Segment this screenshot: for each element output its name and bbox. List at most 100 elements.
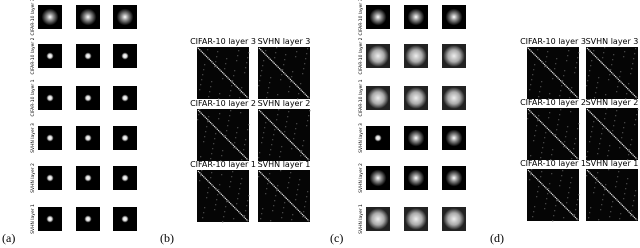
matrix-noise — [215, 133, 217, 135]
matrix-noise — [292, 71, 294, 73]
matrix-noise — [218, 98, 220, 100]
matrix-title: CIFAR-10 layer 1 — [520, 159, 586, 168]
matrix-noise — [560, 109, 562, 111]
matrix-noise — [248, 124, 250, 126]
matrix-noise — [570, 92, 572, 94]
matrix-noise — [602, 199, 604, 201]
matrix-noise — [588, 217, 590, 219]
matrix-noise — [211, 153, 213, 155]
matrix-noise — [210, 158, 212, 160]
row-label: SVHN layer 3 — [358, 123, 364, 153]
matrix-diagonal — [258, 47, 310, 99]
matrix-noise — [199, 109, 201, 111]
panel-label: (d) — [490, 231, 504, 245]
matrix-noise — [206, 126, 208, 128]
matrix-noise — [597, 82, 599, 84]
matrix-noise — [531, 169, 533, 171]
matrix-noise — [529, 89, 531, 91]
matrix-noise — [199, 89, 201, 91]
matrix-noise — [619, 76, 621, 78]
filter-spot — [442, 166, 466, 190]
matrix-noise — [224, 211, 226, 213]
matrix-noise — [559, 114, 561, 116]
matrix-noise — [599, 143, 601, 145]
matrix-noise — [246, 205, 248, 207]
matrix-noise — [233, 218, 235, 220]
matrix-noise — [205, 131, 207, 133]
matrix-noise — [284, 59, 286, 61]
matrix-noise — [229, 95, 231, 97]
matrix-noise — [285, 197, 287, 199]
matrix-noise — [240, 92, 242, 94]
matrix-noise — [547, 51, 549, 53]
matrix-noise — [587, 151, 589, 153]
matrix-noise — [595, 92, 597, 94]
matrix-noise — [281, 217, 283, 219]
matrix-noise — [619, 147, 621, 149]
matrix-noise — [590, 207, 592, 209]
matrix-noise — [567, 197, 569, 199]
matrix-noise — [598, 219, 600, 221]
matrix-noise — [229, 186, 231, 188]
matrix-noise — [270, 149, 272, 151]
matrix-noise — [213, 143, 215, 145]
filter-spot — [442, 5, 466, 29]
filter-spot — [366, 5, 390, 29]
matrix-noise — [537, 49, 539, 51]
matrix-noise — [623, 127, 625, 129]
matrix-noise — [634, 195, 636, 197]
matrix-noise — [564, 141, 566, 143]
matrix-noise — [259, 80, 261, 82]
matrix-noise — [290, 172, 292, 174]
matrix-noise — [575, 209, 577, 211]
matrix-noise — [303, 211, 305, 213]
matrix-noise — [306, 53, 308, 55]
matrix-noise — [233, 147, 235, 149]
matrix-noise — [290, 81, 292, 83]
filter-spot — [442, 126, 466, 150]
matrix-noise — [226, 130, 228, 132]
matrix-noise — [260, 218, 262, 220]
matrix-noise — [588, 75, 590, 77]
matrix-noise — [219, 93, 221, 95]
matrix-noise — [620, 213, 622, 215]
matrix-noise — [272, 210, 274, 212]
panel-label: (c) — [330, 231, 343, 245]
matrix-noise — [218, 118, 220, 120]
matrix-noise — [534, 64, 536, 66]
row-label: SVHN layer 2 — [30, 163, 36, 193]
matrix-noise — [260, 75, 262, 77]
matrix-noise — [241, 178, 243, 180]
matrix-noise — [602, 57, 604, 59]
matrix-noise — [210, 86, 212, 88]
matrix-noise — [578, 194, 580, 196]
matrix-noise — [624, 193, 626, 195]
matrix-noise — [530, 84, 532, 86]
matrix-noise — [199, 180, 201, 182]
matrix-noise — [207, 192, 209, 194]
matrix-noise — [276, 190, 278, 192]
matrix-title: SVHN layer 3 — [586, 37, 639, 46]
matrix-noise — [529, 179, 531, 181]
matrix-noise — [309, 110, 311, 112]
filter-spot — [404, 207, 428, 231]
matrix-noise — [248, 195, 250, 197]
matrix-noise — [280, 79, 282, 81]
matrix-noise — [636, 114, 638, 116]
matrix-noise — [530, 155, 532, 157]
matrix-noise — [562, 170, 564, 172]
matrix-noise — [556, 58, 558, 60]
matrix-noise — [274, 129, 276, 131]
matrix-noise — [575, 67, 577, 69]
matrix-noise — [208, 187, 210, 189]
matrix-noise — [263, 132, 265, 134]
matrix-noise — [230, 181, 232, 183]
matrix-noise — [604, 47, 606, 49]
matrix-noise — [291, 219, 293, 221]
matrix-noise — [541, 81, 543, 83]
matrix-noise — [544, 137, 546, 139]
matrix-noise — [306, 196, 308, 198]
matrix-noise — [565, 136, 567, 138]
matrix-noise — [592, 126, 594, 128]
matrix-noise — [611, 64, 613, 66]
